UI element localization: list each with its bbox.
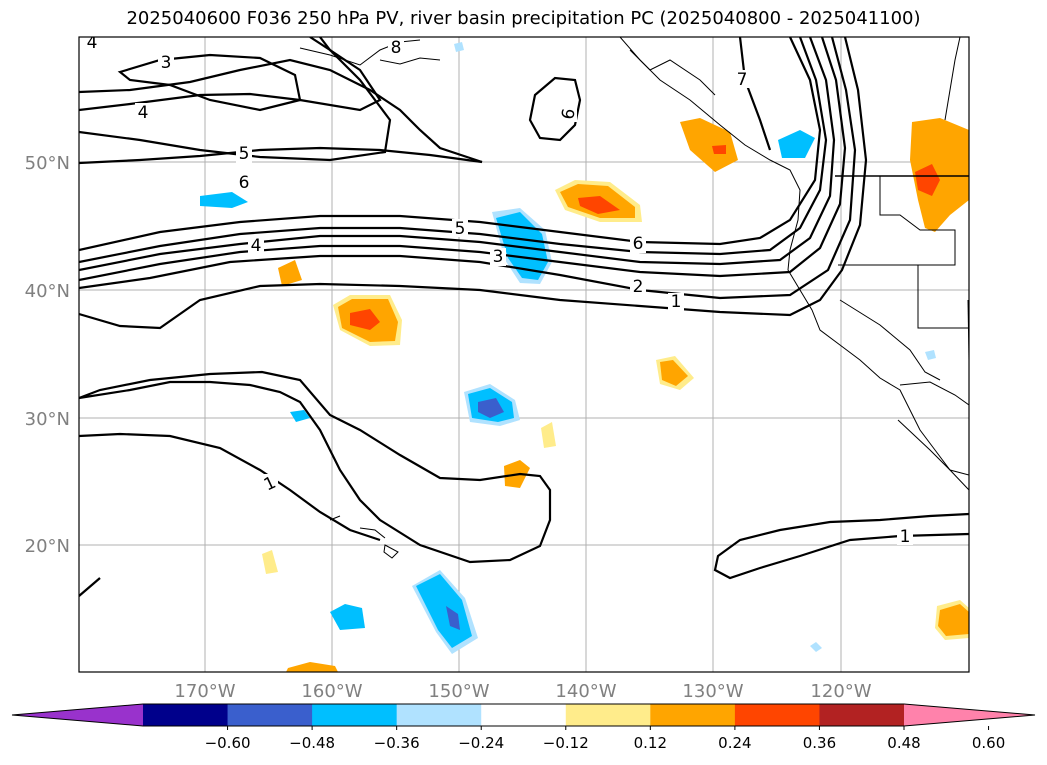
precip-blob-positive (935, 600, 969, 640)
colorbar-segment (396, 704, 482, 726)
precip-blob-positive (286, 662, 338, 672)
contour-label: 8 (391, 38, 402, 58)
colorbar-tick-label: −0.60 (205, 734, 251, 752)
precip-blob-negative (200, 192, 248, 208)
lon-label: 150°W (428, 681, 489, 702)
colorbar-segment (819, 704, 905, 726)
contour-label: 3 (493, 247, 504, 267)
colorbar: −0.60 −0.48 −0.36 −0.24 −0.12 0.12 0.24 0.36 0.4… (11, 703, 1036, 752)
colorbar-extend-high (904, 704, 1035, 726)
precip-blobs (200, 42, 969, 672)
contour-label: 5 (239, 144, 250, 164)
precip-blob-negative (778, 130, 815, 158)
contour-label: 4 (87, 33, 98, 53)
colorbar-tick-label: −0.24 (458, 734, 504, 752)
contour-label: 6 (558, 107, 580, 121)
contour-label: 7 (737, 70, 748, 90)
precip-blob-negative (810, 642, 822, 652)
precip-blob-negative (412, 570, 478, 654)
precip-blob-positive (333, 295, 402, 346)
lat-label: 50°N (25, 153, 70, 174)
contour-labels: 3 4 5 6 6 7 8 4 5 3 6 2 1 1 (87, 33, 913, 547)
colorbar-segment (227, 704, 313, 726)
precip-blob-positive (262, 550, 278, 574)
contour-label: 2 (633, 277, 644, 297)
precip-blob-negative (925, 350, 936, 360)
contour-label: 5 (455, 219, 466, 239)
colorbar-segment (650, 704, 736, 726)
colorbar-tick-label: −0.36 (374, 734, 420, 752)
colorbar-tick-label: −0.12 (543, 734, 589, 752)
contour-label: 6 (633, 234, 644, 254)
lat-label: 20°N (25, 536, 70, 557)
pv-contours (79, 37, 969, 597)
precip-blob-positive (278, 260, 302, 286)
precip-blob-negative (454, 42, 464, 52)
colorbar-tick-label: 0.48 (887, 734, 920, 752)
precip-blob-positive (680, 118, 738, 172)
lon-labels: 170°W 160°W 150°W 140°W 130°W 120°W (174, 681, 871, 702)
lon-label: 140°W (555, 681, 616, 702)
contour-label: 4 (138, 103, 149, 123)
contour-label: 3 (161, 53, 172, 73)
precip-blob-positive (910, 118, 969, 232)
precip-blob-positive (541, 422, 556, 448)
contour-label: 1 (900, 527, 911, 547)
precip-blob-negative (290, 410, 310, 422)
precip-blob-positive (555, 180, 642, 222)
precip-blob-negative (330, 604, 365, 630)
colorbar-segment (734, 704, 820, 726)
lon-label: 160°W (301, 681, 362, 702)
colorbar-segment (481, 704, 567, 726)
coastlines (299, 37, 969, 559)
lon-label: 170°W (174, 681, 235, 702)
map-title: 2025040600 F036 250 hPa PV, river basin … (126, 8, 921, 29)
lat-labels: 50°N 40°N 30°N 20°N (25, 153, 70, 557)
lat-label: 40°N (25, 281, 70, 302)
colorbar-extend-low (12, 704, 143, 726)
plot-area (79, 37, 969, 672)
lon-label: 130°W (682, 681, 743, 702)
colorbar-tick-label: −0.48 (289, 734, 335, 752)
colorbar-segment (565, 704, 651, 726)
contour-label: 6 (239, 173, 250, 193)
plot-frame (78, 36, 970, 673)
lat-label: 30°N (25, 409, 70, 430)
precip-blob-negative (464, 384, 520, 426)
contour-label: 1 (671, 292, 682, 312)
colorbar-segment (312, 704, 398, 726)
colorbar-tick-label: 0.12 (634, 734, 667, 752)
contour-label: 4 (251, 236, 262, 256)
colorbar-tick-label: 0.36 (803, 734, 836, 752)
colorbar-tick-label: 0.60 (972, 734, 1005, 752)
colorbar-segment (143, 704, 229, 726)
colorbar-outline (11, 703, 1036, 727)
colorbar-tick-label: 0.24 (718, 734, 751, 752)
lon-label: 120°W (810, 681, 871, 702)
precip-blob-positive (656, 356, 694, 390)
